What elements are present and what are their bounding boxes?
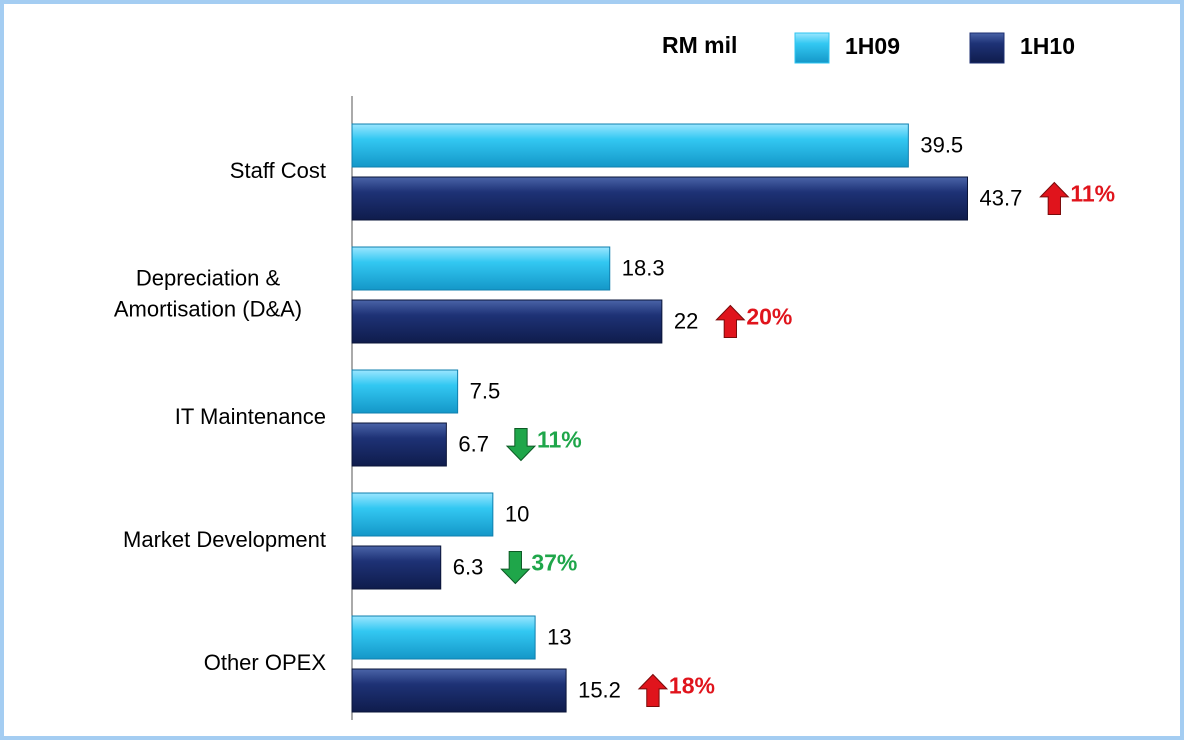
change-arrow [505,428,537,462]
change-label: 20% [746,304,792,330]
change-arrow [637,673,669,707]
change-label: 11% [1070,181,1115,207]
change-arrow [715,304,746,338]
value-label: 15.2 [578,677,621,702]
legend-label: 1H10 [1020,33,1075,59]
value-label: 6.7 [458,431,489,456]
category-label: IT Maintenance [175,404,326,429]
bar [351,123,909,168]
bar [351,615,536,660]
legend-swatch [794,32,830,64]
legend-label: 1H09 [845,33,900,59]
value-label: 6.3 [453,554,484,579]
change-label: 18% [669,673,715,699]
bar [351,369,459,414]
category-label: Depreciation & [136,265,281,290]
category-label: Other OPEX [204,650,327,675]
bar [351,299,663,344]
category-label: Amortisation (D&A) [114,296,302,321]
bar [351,545,442,590]
bar [351,422,447,467]
value-label: 18.3 [622,255,665,280]
value-label: 39.5 [920,132,963,157]
legend-swatch [969,32,1005,64]
bar [351,176,969,221]
value-label: 7.5 [470,378,501,403]
change-label: 11% [537,427,582,453]
legend-title: RM mil [662,32,737,58]
value-label: 22 [674,308,698,333]
category-label: Market Development [123,527,326,552]
bar [351,246,611,291]
bar [351,492,494,537]
value-label: 13 [547,624,571,649]
bar [351,668,567,713]
change-arrow [500,551,531,585]
change-label: 37% [531,550,577,576]
value-label: 43.7 [980,185,1023,210]
category-label: Staff Cost [230,158,326,183]
change-arrow [1039,181,1070,215]
value-label: 10 [505,501,529,526]
